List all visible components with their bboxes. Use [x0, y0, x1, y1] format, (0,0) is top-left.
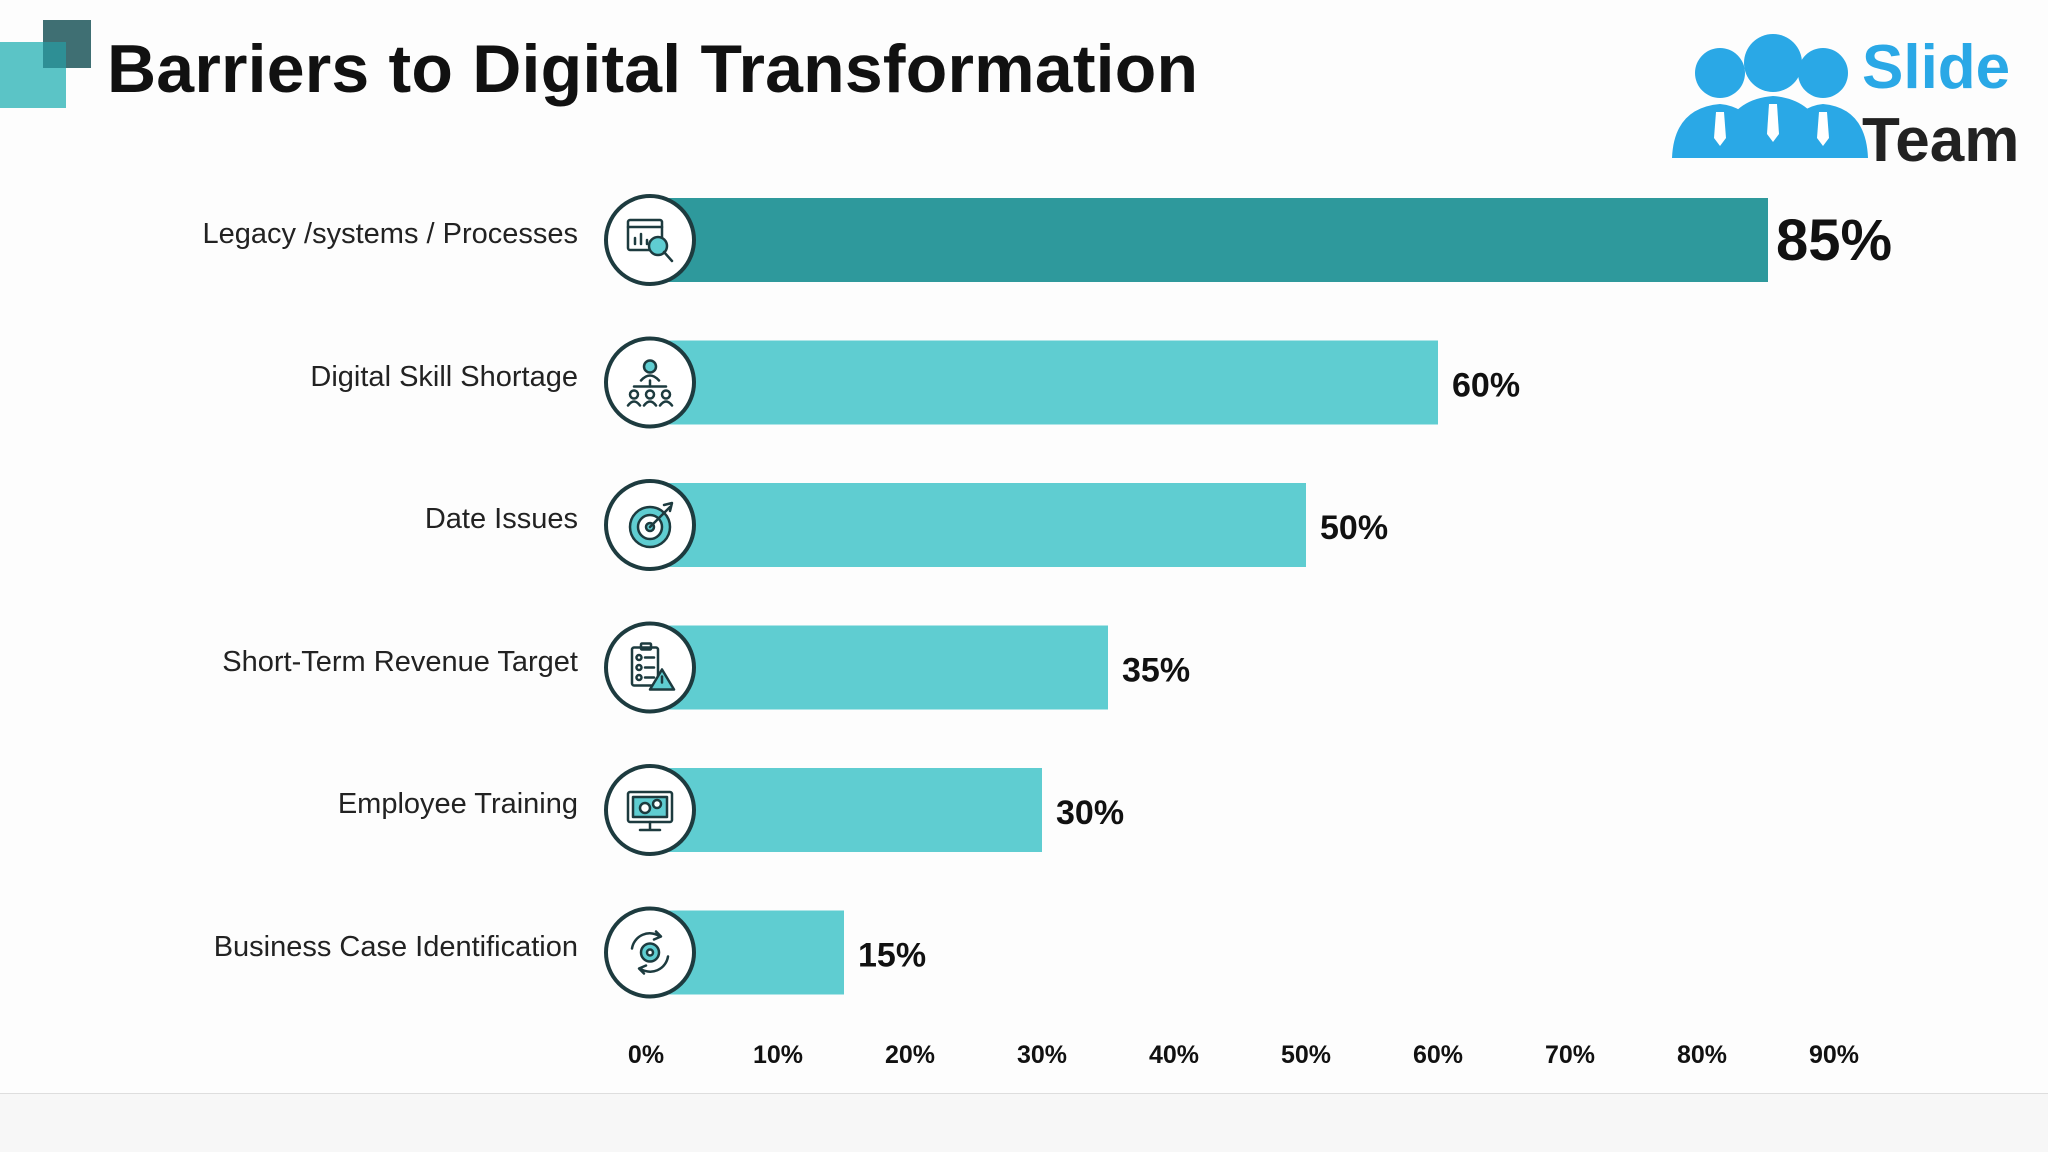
logo-text-team: Team [1862, 106, 2020, 175]
analytics-search-icon [604, 194, 696, 286]
data-label: 35% [1122, 652, 1190, 690]
data-label: 85% [1776, 208, 1892, 273]
checklist-warning-icon [604, 621, 696, 714]
bar [650, 483, 1306, 567]
page-title: Barriers to Digital Transformation [107, 31, 1199, 107]
slideteam-logo [1672, 34, 1868, 158]
bar [650, 340, 1438, 425]
x-tick-label: 60% [1413, 1041, 1463, 1069]
category-label: Legacy /systems / Processes [202, 218, 578, 250]
data-label: 30% [1056, 794, 1124, 832]
x-tick-label: 50% [1281, 1041, 1331, 1069]
footer-band [0, 1094, 2048, 1152]
category-label: Business Case Identification [213, 930, 578, 963]
data-label: 60% [1452, 367, 1520, 405]
target-icon [604, 479, 696, 571]
bar [650, 198, 1768, 282]
bar [650, 625, 1108, 710]
bar [650, 768, 1042, 852]
x-tick-label: 20% [885, 1041, 935, 1069]
category-label: Short-Term Revenue Target [222, 645, 578, 678]
data-label: 50% [1320, 509, 1388, 547]
x-tick-label: 80% [1677, 1041, 1727, 1069]
title-decoration-overlap [43, 42, 66, 68]
bar-chart: 85% 60% 50% 35% 30% 15% 0% 10% 20% 30% 40% 50% 60% 70… [604, 194, 1892, 1069]
x-tick-label: 30% [1017, 1041, 1067, 1069]
monitor-gears-icon [604, 764, 696, 856]
x-tick-label: 40% [1149, 1041, 1199, 1069]
logo-text-slide: Slide [1862, 33, 2011, 102]
cycle-gear-icon [604, 906, 696, 999]
x-tick-label: 70% [1545, 1041, 1595, 1069]
footer-divider [0, 1093, 2048, 1094]
x-tick-label: 90% [1809, 1041, 1859, 1069]
category-label: Employee Training [337, 788, 578, 820]
x-tick-label: 10% [753, 1041, 803, 1069]
x-tick-label: 0% [628, 1041, 664, 1069]
data-label: 15% [858, 937, 926, 975]
category-label: Date Issues [424, 503, 578, 535]
team-hierarchy-icon [604, 336, 696, 429]
category-label: Digital Skill Shortage [310, 360, 578, 393]
